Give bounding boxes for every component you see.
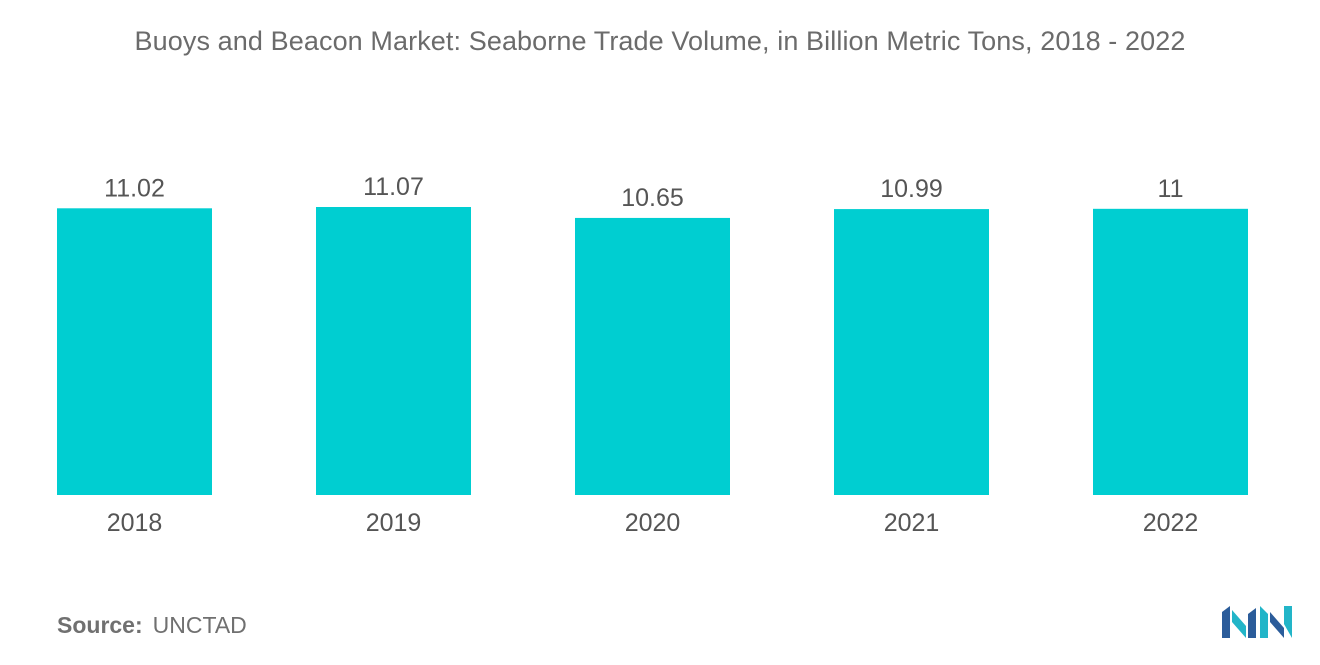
chart-title: Buoys and Beacon Market: Seaborne Trade … <box>134 26 1186 56</box>
x-tick-label-2021: 2021 <box>884 509 940 537</box>
bar-2019 <box>316 207 471 495</box>
bar-2018 <box>57 208 212 495</box>
x-tick-label-2022: 2022 <box>1143 509 1199 537</box>
source-note: Source: UNCTAD <box>57 612 247 639</box>
bar-2022 <box>1093 208 1248 495</box>
value-label-2022: 11 <box>1158 175 1184 203</box>
company-logo-icon <box>1222 606 1292 638</box>
source-value: UNCTAD <box>152 612 247 638</box>
bar-2021 <box>834 209 989 495</box>
x-tick-label-2018: 2018 <box>107 509 163 537</box>
value-label-2020: 10.65 <box>621 184 684 212</box>
source-label: Source: <box>57 612 143 638</box>
x-tick-label-2019: 2019 <box>366 509 422 537</box>
value-label-2021: 10.99 <box>880 175 943 203</box>
value-label-2019: 11.07 <box>363 173 424 201</box>
x-tick-label-2020: 2020 <box>625 509 681 537</box>
value-label-2018: 11.02 <box>104 174 165 202</box>
bar-2020 <box>575 217 730 496</box>
